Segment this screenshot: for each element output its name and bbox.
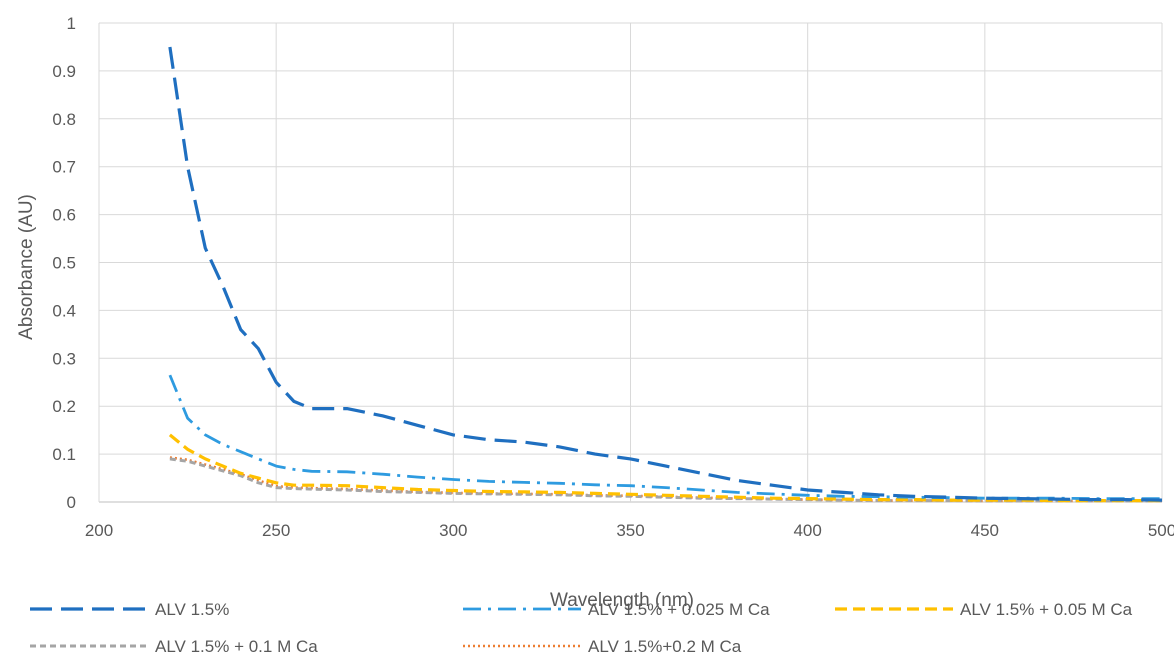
x-tick-label: 300 <box>439 521 467 540</box>
y-tick-label: 0.6 <box>52 206 76 225</box>
x-tick-label: 200 <box>85 521 113 540</box>
series-line-1 <box>168 46 1163 502</box>
y-tick-label: 0.5 <box>52 254 76 273</box>
y-tick-label: 0.9 <box>52 62 76 81</box>
gridlines <box>98 22 1163 503</box>
legend-label-2: ALV 1.5% + 0.025 M Ca <box>588 600 770 619</box>
series-line-3 <box>168 433 1162 503</box>
x-tick-label: 450 <box>971 521 999 540</box>
legend: ALV 1.5% ALV 1.5% + 0.025 M Ca ALV 1.5% + … <box>30 600 1133 656</box>
y-tick-label: 0.4 <box>52 301 76 320</box>
x-tick-label: 250 <box>262 521 290 540</box>
y-axis-label: Absorbance (AU) <box>16 194 37 340</box>
series-lines <box>168 46 1163 503</box>
y-tick-label: 0.3 <box>52 349 76 368</box>
y-tick-label: 0 <box>67 493 76 512</box>
legend-label-5: ALV 1.5%+0.2 M Ca <box>588 637 742 656</box>
x-tick-label: 350 <box>616 521 644 540</box>
legend-label-1: ALV 1.5% <box>155 600 229 619</box>
x-axis-label: Wavelength (nm) <box>550 590 694 611</box>
x-tick-label: 500 <box>1148 521 1174 540</box>
series-line-2 <box>168 374 1162 500</box>
legend-label-3: ALV 1.5% + 0.05 M Ca <box>960 600 1133 619</box>
x-tick-label: 400 <box>793 521 821 540</box>
y-tick-label: 0.2 <box>52 397 76 416</box>
y-tick-label: 1 <box>67 14 76 33</box>
y-tick-label: 0.8 <box>52 110 76 129</box>
x-axis-tick-labels: 200 250 300 350 400 450 500 <box>85 521 1174 540</box>
y-tick-label: 0.7 <box>52 158 76 177</box>
legend-label-4: ALV 1.5% + 0.1 M Ca <box>155 637 318 656</box>
y-tick-label: 0.1 <box>52 445 76 464</box>
y-axis-tick-labels: 0 0.1 0.2 0.3 0.4 0.5 0.6 0.7 0.8 0.9 1 <box>52 14 76 512</box>
